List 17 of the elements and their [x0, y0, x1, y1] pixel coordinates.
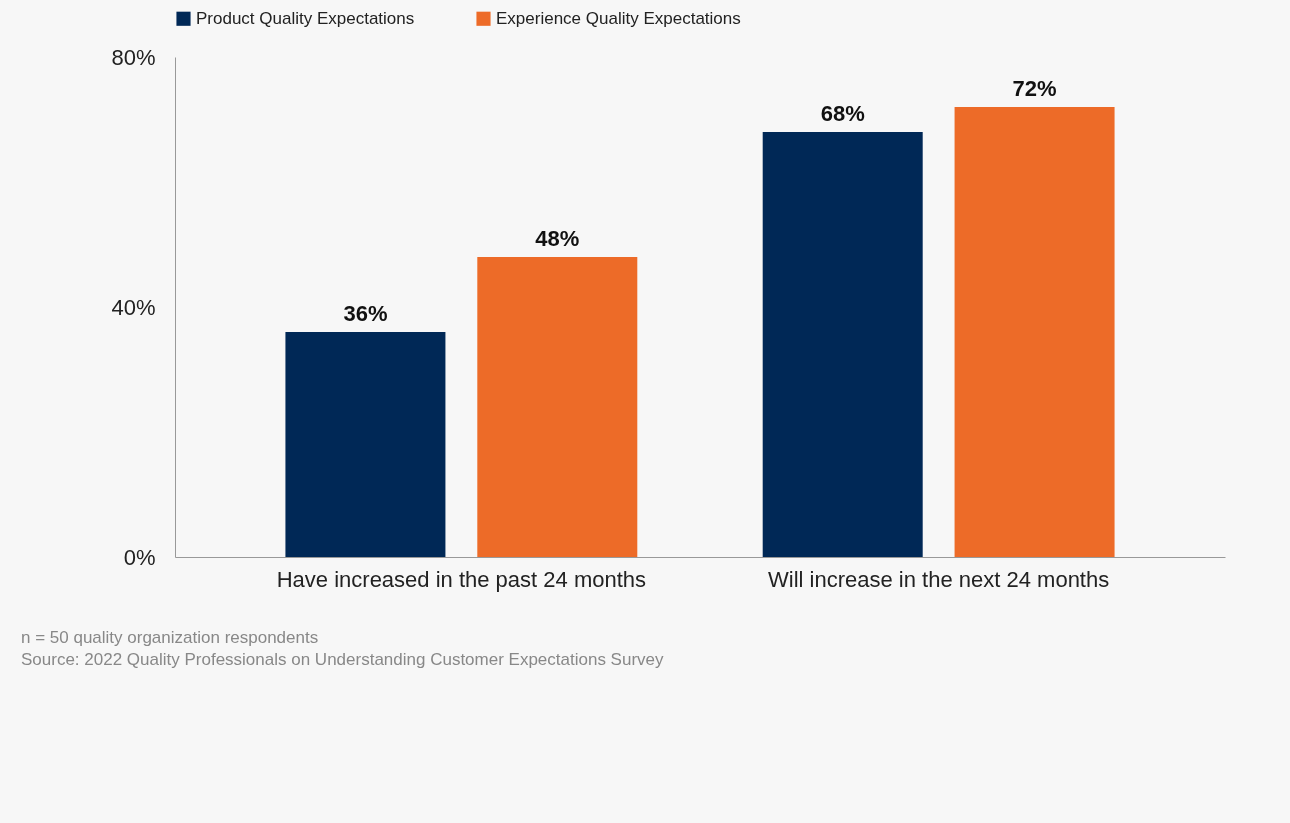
- x-tick-label: Will increase in the next 24 months: [768, 566, 1110, 592]
- bar: [285, 332, 446, 557]
- bar: [762, 132, 923, 557]
- bar: [477, 257, 638, 557]
- x-tick-label: Have increased in the past 24 months: [276, 566, 647, 592]
- y-tick-label: 80%: [111, 44, 156, 70]
- data-label: 36%: [343, 301, 388, 326]
- y-tick-label: 40%: [111, 294, 156, 320]
- text: n = 50 quality organization respondents: [20, 628, 319, 647]
- data-label: 48%: [535, 226, 580, 251]
- data-label: 68%: [820, 101, 865, 126]
- legend-label: Product Quality Expectations: [196, 8, 415, 28]
- bar: [954, 107, 1115, 557]
- data-label: 72%: [1012, 76, 1057, 101]
- source-note: Source: 2022 Quality Professionals on Understanding Customer Expectations Survey: [20, 650, 665, 669]
- legend-label: Experience Quality Expectations: [496, 8, 741, 28]
- y-tick-label: 0%: [123, 544, 156, 570]
